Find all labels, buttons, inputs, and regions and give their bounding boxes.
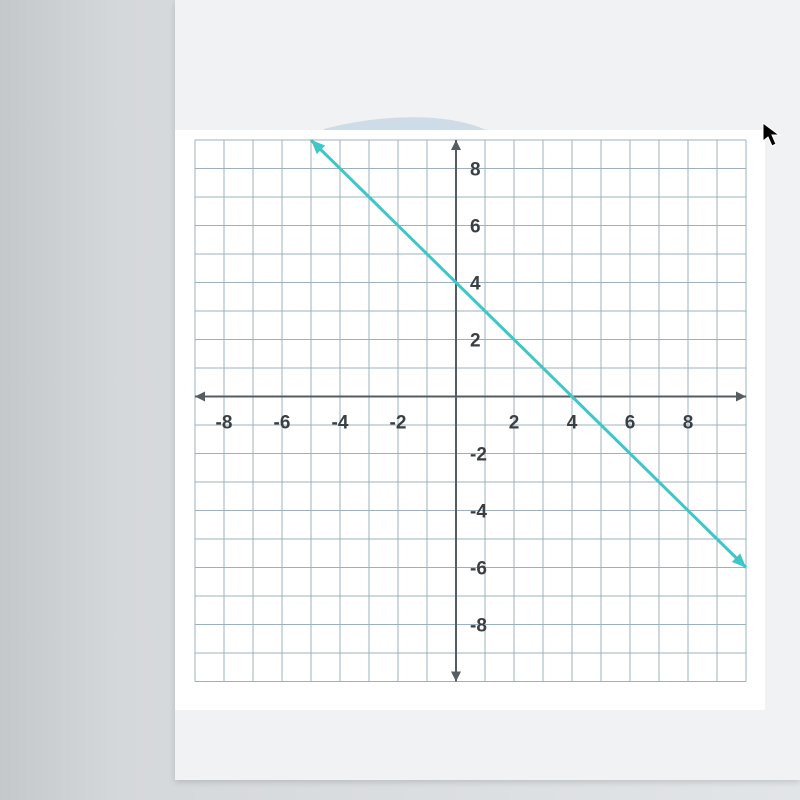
x-tick-label: -8 bbox=[216, 413, 233, 434]
graph-svg: -8 -6 -4 -2 2 4 6 8 -8 -6 -4 -2 2 4 6 8 bbox=[175, 130, 765, 710]
y-tick-label: 6 bbox=[470, 217, 481, 238]
graph-line bbox=[311, 140, 746, 568]
y-tick-label: 2 bbox=[470, 331, 481, 352]
x-axis-arrow-left bbox=[195, 392, 205, 402]
x-tick-label: -2 bbox=[390, 413, 407, 434]
y-axis-arrow-up bbox=[451, 140, 461, 150]
y-tick-label: -8 bbox=[470, 616, 487, 637]
x-tick-label: 2 bbox=[509, 413, 520, 434]
x-tick-label: -6 bbox=[274, 413, 291, 434]
y-tick-label: -2 bbox=[470, 445, 487, 466]
coordinate-graph: -8 -6 -4 -2 2 4 6 8 -8 -6 -4 -2 2 4 6 8 bbox=[175, 130, 765, 710]
x-tick-label: 8 bbox=[683, 413, 694, 434]
y-tick-label: -6 bbox=[470, 559, 487, 580]
x-axis-arrow-right bbox=[736, 392, 746, 402]
x-tick-label: -4 bbox=[332, 413, 349, 434]
y-tick-label: 4 bbox=[470, 274, 481, 295]
y-tick-label: -4 bbox=[470, 502, 487, 523]
x-tick-label: 6 bbox=[625, 413, 636, 434]
x-tick-label: 4 bbox=[567, 413, 578, 434]
y-axis-arrow-down bbox=[451, 672, 461, 682]
y-tick-label: 8 bbox=[470, 160, 481, 181]
